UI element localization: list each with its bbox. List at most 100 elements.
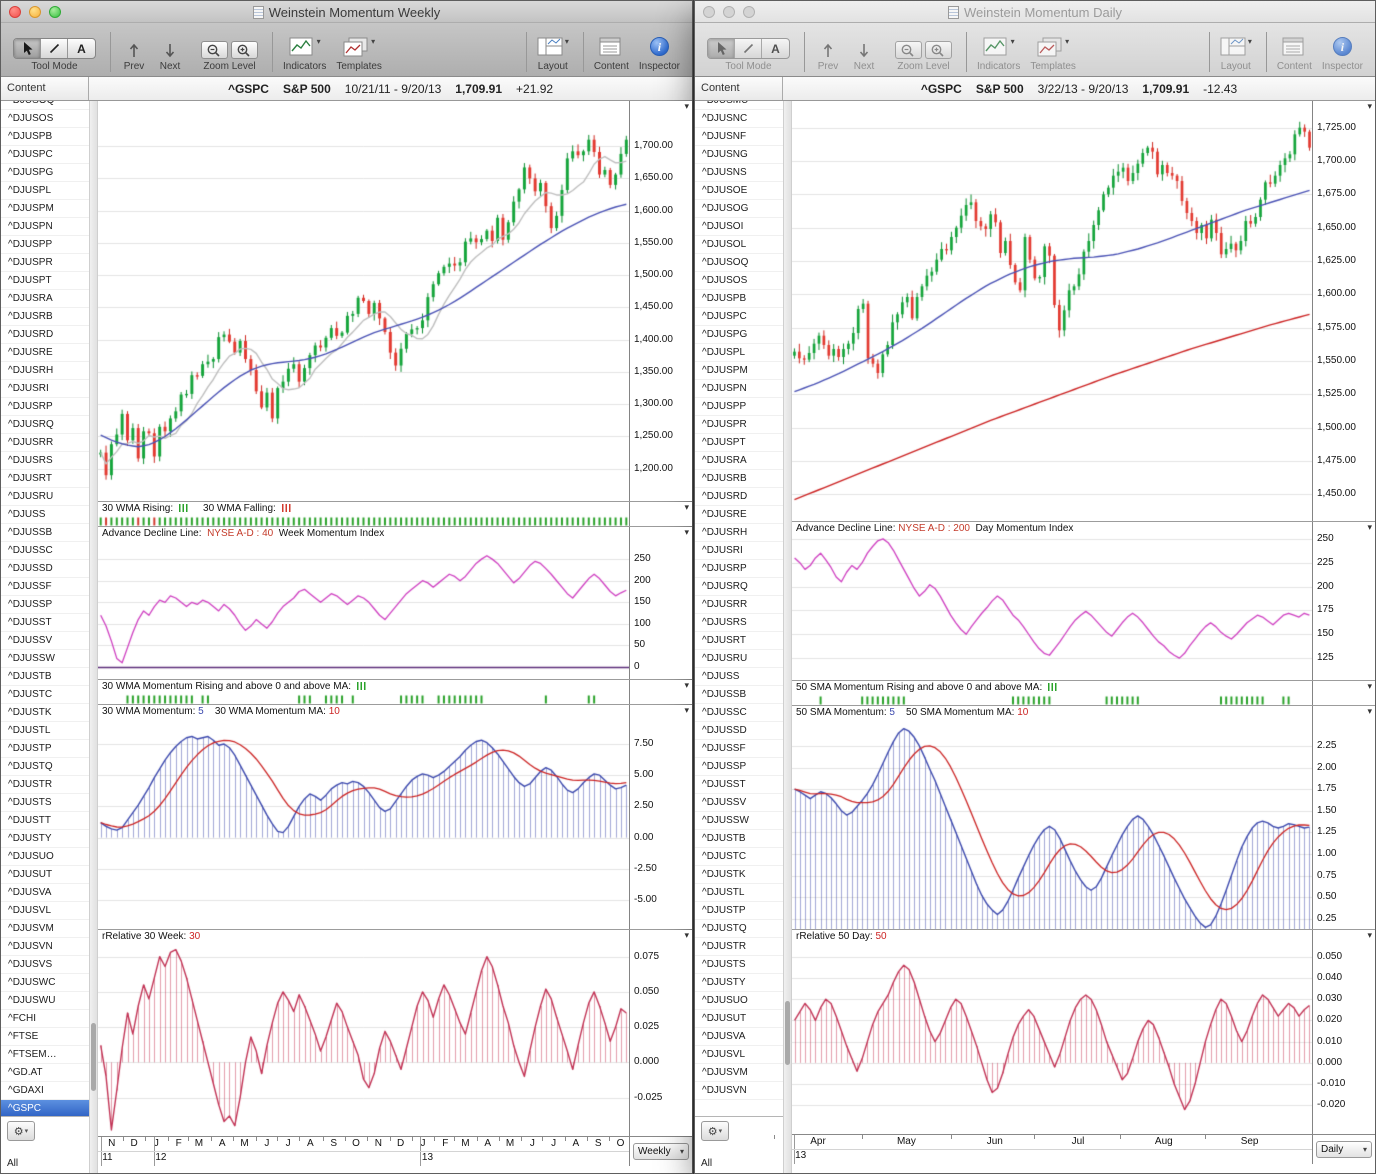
sidebar-item-symbol[interactable]: ^DJUSPN	[1, 218, 89, 236]
layout-button[interactable]: ▾	[537, 37, 569, 59]
sidebar-item-symbol[interactable]: ^DJUSTB	[695, 830, 783, 848]
sidebar-item-symbol[interactable]: ^DJUSSV	[695, 794, 783, 812]
sidebar-item-symbol[interactable]: ^DJUSVA	[1, 884, 89, 902]
sidebar-item-symbol[interactable]: ^DJUSRA	[695, 452, 783, 470]
sidebar-item-symbol[interactable]: ^DJUSTY	[1, 830, 89, 848]
chart-canvas-price[interactable]	[98, 101, 629, 501]
panel-disclosure-icon[interactable]: ▾	[1367, 522, 1372, 532]
sidebar-item-symbol[interactable]: ^DJUSTK	[695, 866, 783, 884]
close-button[interactable]	[703, 6, 715, 18]
sidebar-item-symbol[interactable]: ^DJUSTR	[695, 938, 783, 956]
sidebar-item-symbol[interactable]: ^DJUSOS	[1, 110, 89, 128]
group-filter-label[interactable]: All	[701, 1158, 713, 1169]
sidebar-item-symbol[interactable]: ^DJUSSB	[1, 524, 89, 542]
titlebar[interactable]: Weinstein Momentum Daily	[695, 1, 1375, 23]
sidebar-item-symbol[interactable]: ^DJUSOQ	[1, 101, 89, 110]
timeframe-dropdown[interactable]: Daily ▾	[1316, 1141, 1372, 1158]
sidebar-item-symbol[interactable]: ^DJUSRB	[1, 308, 89, 326]
chart-canvas-wma-trend[interactable]	[98, 516, 629, 526]
panel-disclosure-icon[interactable]: ▾	[684, 680, 689, 690]
sidebar-item-symbol[interactable]: ^DJUSRS	[1, 452, 89, 470]
prev-button[interactable]	[121, 42, 147, 59]
sidebar-item-symbol[interactable]: ^DJUSPC	[1, 146, 89, 164]
sidebar-item-symbol[interactable]: ^DJUSTR	[1, 776, 89, 794]
sidebar-item-symbol[interactable]: ^DJUSNC	[695, 110, 783, 128]
sidebar-item-symbol[interactable]: ^DJUSOG	[695, 200, 783, 218]
zoom-out-button[interactable]	[895, 41, 922, 59]
sidebar-item-symbol[interactable]: ^DJUSSD	[1, 560, 89, 578]
sidebar-item-symbol[interactable]: ^DJUSUO	[1, 848, 89, 866]
sidebar-item-symbol[interactable]: ^DJUSTT	[1, 812, 89, 830]
sidebar-item-symbol[interactable]: ^DJUSUT	[1, 866, 89, 884]
sidebar-item-symbol[interactable]: ^DJUSTL	[1, 722, 89, 740]
sidebar-item-symbol[interactable]: ^DJUSSB	[695, 686, 783, 704]
sidebar-item-symbol[interactable]: ^DJUSRR	[1, 434, 89, 452]
group-filter-label[interactable]: All	[7, 1158, 19, 1169]
sidebar-item-symbol[interactable]: ^DJUSRS	[695, 614, 783, 632]
next-button[interactable]	[851, 42, 877, 59]
sidebar-item-symbol[interactable]: ^GDAXI	[1, 1082, 89, 1100]
panel-disclosure-icon[interactable]: ▾	[684, 527, 689, 537]
sidebar-item-symbol[interactable]: ^DJUSSP	[1, 596, 89, 614]
sidebar-item-symbol[interactable]: ^DJUSRA	[1, 290, 89, 308]
arrow-tool-button[interactable]	[14, 39, 41, 58]
sidebar-item-symbol[interactable]: ^DJUSVL	[1, 902, 89, 920]
sidebar-item-symbol[interactable]: ^DJUSRU	[695, 650, 783, 668]
chart-canvas-momentum[interactable]	[98, 719, 629, 929]
sidebar-scrollbar[interactable]	[89, 101, 98, 1173]
sidebar-item-symbol[interactable]: ^GSPC	[1, 1100, 89, 1116]
sidebar-item-symbol[interactable]: ^DJUSSV	[1, 632, 89, 650]
sidebar-item-symbol[interactable]: ^DJUSOS	[695, 272, 783, 290]
sidebar-header[interactable]: Content	[695, 77, 783, 100]
sidebar-item-symbol[interactable]: ^DJUSNS	[695, 164, 783, 182]
templates-button[interactable]: ▾	[1037, 37, 1069, 59]
sidebar-item-symbol[interactable]: ^DJUSVM	[1, 920, 89, 938]
sidebar-item-symbol[interactable]: ^DJUSRP	[695, 560, 783, 578]
sidebar-item-symbol[interactable]: ^DJUSRD	[695, 488, 783, 506]
sidebar-item-symbol[interactable]: ^DJUSPT	[695, 434, 783, 452]
zoom-out-button[interactable]	[201, 41, 228, 59]
sidebar-item-symbol[interactable]: ^DJUSNF	[695, 128, 783, 146]
sidebar-item-symbol[interactable]: ^DJUSSC	[695, 704, 783, 722]
sidebar-scrollbar[interactable]	[783, 101, 792, 1173]
panel-disclosure-icon[interactable]: ▾	[684, 705, 689, 715]
sidebar-item-symbol[interactable]: ^GD.AT	[1, 1064, 89, 1082]
scrollbar-thumb[interactable]	[785, 1001, 790, 1066]
sidebar-item-symbol[interactable]: ^DJUSPG	[695, 326, 783, 344]
text-tool-button[interactable]: A	[68, 39, 95, 58]
sidebar-item-symbol[interactable]: ^DJUSPB	[1, 128, 89, 146]
prev-button[interactable]	[815, 42, 841, 59]
sidebar-item-symbol[interactable]: ^DJUSOI	[695, 218, 783, 236]
sidebar-item-symbol[interactable]: ^DJUSRE	[695, 506, 783, 524]
sidebar-item-symbol[interactable]: ^DJUSS	[695, 668, 783, 686]
templates-button[interactable]: ▾	[343, 37, 375, 59]
sidebar-item-symbol[interactable]: ^DJUSPL	[1, 182, 89, 200]
sidebar-item-symbol[interactable]: ^DJUSOQ	[695, 254, 783, 272]
sidebar-item-symbol[interactable]: ^DJUSSP	[695, 758, 783, 776]
sidebar-item-symbol[interactable]: ^DJUSRR	[695, 596, 783, 614]
panel-disclosure-icon[interactable]: ▾	[684, 101, 689, 111]
sidebar-item-symbol[interactable]: ^FTSE	[1, 1028, 89, 1046]
layout-button[interactable]: ▾	[1220, 37, 1252, 59]
sidebar-item-symbol[interactable]: ^DJUSST	[1, 614, 89, 632]
sidebar-item-symbol[interactable]: ^DJUSPT	[1, 272, 89, 290]
sidebar-item-symbol[interactable]: ^DJUSTB	[1, 668, 89, 686]
content-button[interactable]	[1282, 37, 1306, 59]
sidebar-item-symbol[interactable]: ^DJUSTQ	[695, 920, 783, 938]
chart-canvas-mom-cond[interactable]	[98, 694, 629, 704]
sidebar-item-symbol[interactable]: ^DJUSPL	[695, 344, 783, 362]
sidebar-item-symbol[interactable]: ^DJUSWC	[1, 974, 89, 992]
sidebar-item-symbol[interactable]: ^DJUSST	[695, 776, 783, 794]
sidebar-item-symbol[interactable]: ^DJUSTK	[1, 704, 89, 722]
minimize-button[interactable]	[723, 6, 735, 18]
sidebar-item-symbol[interactable]: ^DJUSRE	[1, 344, 89, 362]
sidebar-item-symbol[interactable]: ^DJUSRT	[1, 470, 89, 488]
indicators-button[interactable]: ▾	[289, 37, 321, 59]
content-button[interactable]	[599, 37, 623, 59]
sidebar-item-symbol[interactable]: ^DJUSS	[1, 506, 89, 524]
sidebar-item-symbol[interactable]: ^DJUSUT	[695, 1010, 783, 1028]
sidebar-item-symbol[interactable]: ^DJUSPC	[695, 308, 783, 326]
sidebar-item-symbol[interactable]: ^DJUSSW	[1, 650, 89, 668]
chart-canvas-adline[interactable]	[98, 541, 629, 679]
sidebar-item-symbol[interactable]: ^DJUSOL	[695, 236, 783, 254]
